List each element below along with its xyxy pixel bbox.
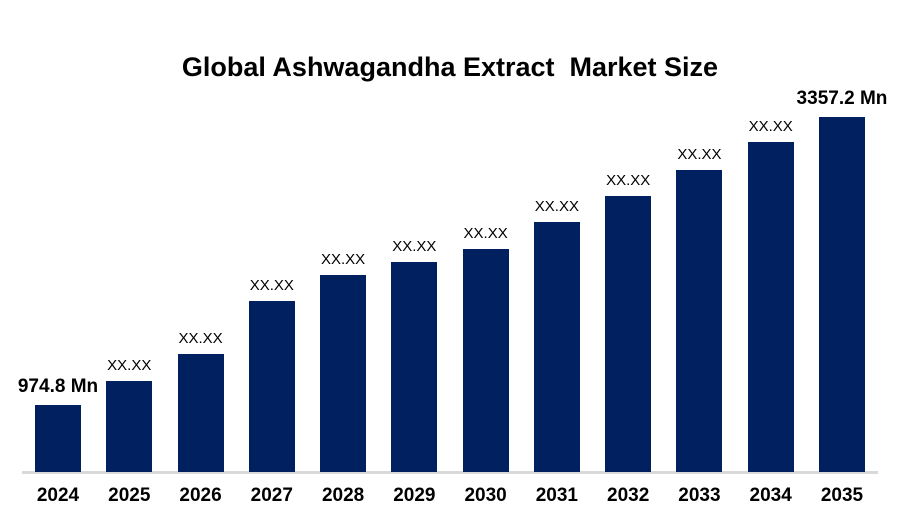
x-axis-tick-label: 2029 [393, 485, 436, 506]
x-axis-tick-label: 2030 [464, 485, 507, 506]
bar [391, 262, 438, 472]
bar-value-label: XX.XX [463, 225, 508, 242]
bar-value-label: 974.8 Mn [17, 376, 99, 397]
bar-value-label: XX.XX [748, 118, 793, 135]
bar [605, 196, 652, 472]
bar [462, 249, 509, 472]
x-axis-tick-label: 2033 [678, 485, 721, 506]
bar-value-label: XX.XX [249, 277, 294, 294]
bar-value-label: XX.XX [392, 238, 437, 255]
bar [106, 381, 153, 472]
bar-column: 974.8 Mn 2024 [18, 0, 98, 525]
bar-column: XX.XX 2031 [533, 0, 580, 525]
x-axis-tick-label: 2028 [321, 485, 365, 506]
bar-column: XX.XX 2032 [605, 0, 652, 525]
x-axis-line [22, 471, 878, 474]
x-axis-tick-label: 2031 [535, 485, 579, 506]
bar [818, 117, 865, 472]
bar-value-label: XX.XX [534, 198, 579, 215]
x-axis-tick-label: 2027 [250, 485, 293, 506]
bar-column: XX.XX 2027 [248, 0, 295, 525]
x-axis-tick-label: 2025 [108, 485, 151, 506]
bar-column: XX.XX 2029 [391, 0, 438, 525]
bar-value-label: XX.XX [606, 172, 651, 189]
bar-column: XX.XX 2025 [106, 0, 153, 525]
bar [747, 142, 794, 472]
bar [248, 301, 295, 472]
bar [177, 354, 224, 472]
bar [533, 222, 580, 472]
bar-column: XX.XX 2030 [462, 0, 509, 525]
bar-value-label: XX.XX [107, 357, 152, 374]
x-axis-tick-label: 2034 [749, 485, 792, 506]
x-axis-tick-label: 2032 [607, 485, 650, 506]
bar-column: XX.XX 2026 [177, 0, 224, 525]
x-axis-tick-label: 2026 [179, 485, 222, 506]
chart-title: Global Ashwagandha Extract Market Size [181, 52, 719, 82]
bar-value-label: 3357.2 Mn [796, 88, 888, 109]
bar-column: 3357.2 Mn 2035 [797, 0, 888, 525]
x-axis-tick-label: 2024 [36, 485, 80, 506]
bar-value-label: XX.XX [320, 251, 366, 268]
x-axis-tick-label: 2035 [820, 485, 864, 506]
bar-column: XX.XX 2028 [320, 0, 367, 525]
bar [320, 275, 367, 472]
bar-value-label: XX.XX [677, 146, 722, 163]
bar [35, 405, 81, 472]
bar [676, 170, 723, 472]
bar-column: XX.XX 2033 [676, 0, 723, 525]
bar-column: XX.XX 2034 [747, 0, 794, 525]
bar-value-label: XX.XX [178, 330, 223, 347]
